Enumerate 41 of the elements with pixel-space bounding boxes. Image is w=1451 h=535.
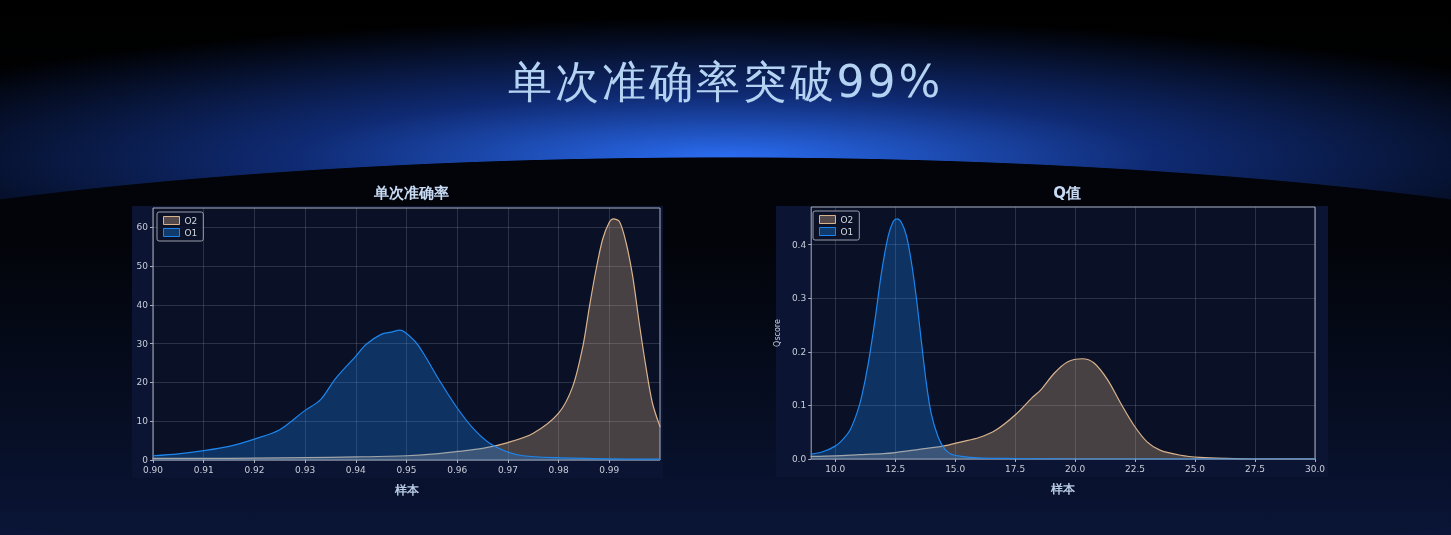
y-tick-label: 0 — [142, 455, 149, 465]
legend-label: O2 — [184, 215, 198, 226]
text: 单次准确率突破99% — [506, 55, 945, 109]
x-axis-title: 样本 — [393, 483, 420, 497]
legend-label: O1 — [184, 227, 198, 238]
y-tick-label: 60 — [136, 222, 149, 233]
x-tick-label: 20.0 — [1065, 463, 1086, 474]
y-tick-label: 0.3 — [791, 293, 807, 304]
chart-title: Q值 — [1053, 183, 1081, 202]
legend-label: O1 — [840, 226, 854, 237]
x-tick-label: 0.90 — [142, 464, 164, 475]
x-tick-label: 15.0 — [945, 463, 966, 474]
x-tick-label: 17.5 — [1005, 463, 1026, 474]
x-tick-label: 10.0 — [825, 463, 846, 474]
x-tick-label: 0.95 — [396, 464, 417, 475]
y-tick-label: 0.0 — [791, 454, 807, 464]
x-axis-title: 样本 — [1050, 482, 1077, 496]
x-tick-label: 0.96 — [447, 464, 468, 475]
x-tick-label: 25.0 — [1185, 463, 1206, 474]
y-tick-label: 50 — [136, 261, 149, 272]
y-tick-label: 0.2 — [791, 346, 807, 357]
x-tick-label: 12.5 — [885, 463, 906, 474]
y-tick-label: 0.1 — [791, 400, 807, 411]
y-tick-label: 30 — [136, 338, 149, 349]
y-tick-label: 20 — [136, 377, 149, 388]
x-tick-label: 0.91 — [193, 464, 214, 475]
y-tick-label: 10 — [136, 416, 149, 427]
x-tick-label: 0.93 — [295, 464, 316, 475]
x-tick-label: 22.5 — [1125, 463, 1146, 474]
x-tick-label: 0.98 — [548, 464, 569, 475]
x-tick-label: 0.99 — [599, 464, 620, 475]
y-tick-label: 0.4 — [791, 239, 807, 250]
legend-label: O2 — [840, 214, 854, 225]
y-axis-title: Qscore — [772, 319, 782, 347]
x-tick-label: 0.97 — [497, 464, 518, 475]
x-tick-label: 0.94 — [345, 464, 367, 475]
chart-title: 单次准确率 — [373, 183, 449, 202]
x-tick-label: 30.0 — [1304, 463, 1326, 474]
x-tick-label: 27.5 — [1245, 463, 1266, 474]
x-tick-label: 0.92 — [244, 464, 265, 475]
y-tick-label: 40 — [136, 299, 149, 310]
